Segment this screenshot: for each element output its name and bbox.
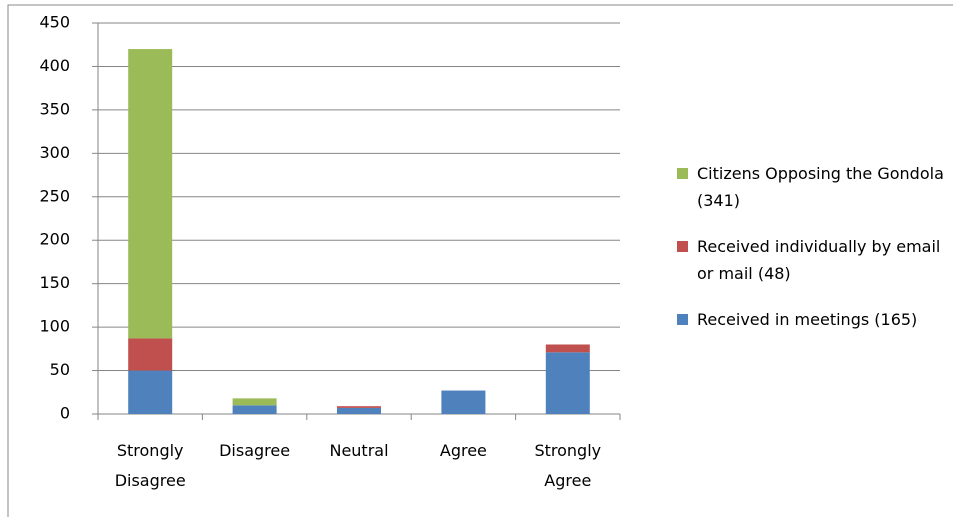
bar-segment — [545, 352, 590, 414]
bar-segment — [337, 407, 381, 414]
legend-swatch — [677, 168, 688, 179]
y-tick-label: 100 — [39, 317, 70, 336]
legend-swatch — [677, 314, 688, 325]
legend-swatch — [677, 241, 688, 252]
bar-segment — [441, 390, 486, 414]
bar-segment — [128, 49, 173, 339]
x-tick-label: Neutral — [329, 441, 389, 460]
y-tick-label: 450 — [39, 13, 70, 32]
y-tick-label: 150 — [39, 273, 70, 292]
x-tick-label: Disagree — [219, 441, 291, 460]
x-tick-label: Strongly Agree — [534, 441, 602, 490]
chart-border — [7, 4, 953, 517]
bar-segment — [128, 370, 173, 414]
y-tick-label: 50 — [50, 360, 70, 379]
x-tick-label: Strongly Disagree — [114, 441, 186, 490]
legend-label: Citizens Opposing the Gondola (341) — [697, 164, 944, 210]
bar-segment — [232, 398, 277, 406]
y-tick-label: 350 — [39, 99, 70, 118]
y-tick-label: 250 — [39, 186, 70, 205]
x-tick-label: Agree — [439, 441, 487, 460]
y-tick-label: 300 — [39, 143, 70, 162]
legend-label: Received in meetings (165) — [697, 310, 918, 329]
legend-label: Received individually by email or mail (… — [697, 237, 941, 283]
bar-segment — [337, 406, 381, 408]
y-tick-label: 200 — [39, 230, 70, 249]
bar-segment — [128, 338, 173, 371]
y-tick-label: 400 — [39, 56, 70, 75]
bar-segment — [545, 344, 590, 353]
y-tick-label: 0 — [60, 404, 70, 423]
bar-segment — [232, 405, 277, 414]
